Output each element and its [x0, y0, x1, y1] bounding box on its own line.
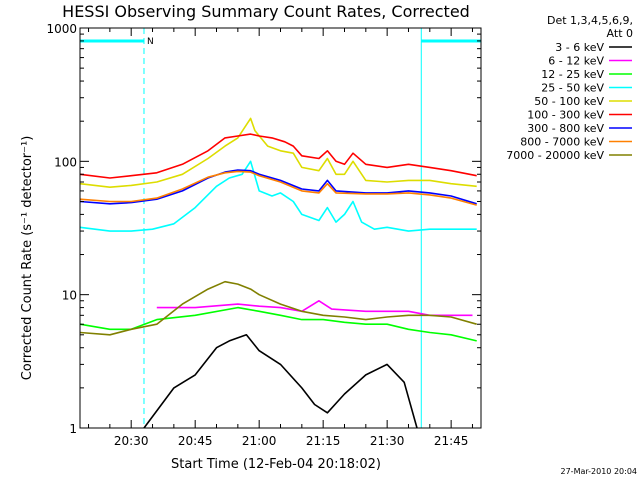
plot-frame: 1 10 100 1000 20:30 20:45 21:00 21:15 21:30 21:45 — [46, 22, 482, 448]
series-line-8 — [79, 280, 477, 336]
series-line-5 — [79, 133, 477, 179]
legend-label-6: 300 - 800 keV — [527, 122, 604, 135]
footer-timestamp: 27-Mar-2010 20:04 — [561, 467, 638, 476]
legend-label-1: 6 - 12 keV — [548, 55, 604, 68]
y-tick-label-0: 1 — [69, 422, 77, 436]
y-tick-label-3: 1000 — [46, 22, 77, 36]
legend-header-line-2: Att 0 — [607, 27, 633, 40]
x-tick-label-3: 21:15 — [306, 434, 341, 448]
y-axis-label: Corrected Count Rate (s⁻¹ detector⁻¹) — [20, 136, 35, 381]
x-tick-label-1: 20:45 — [178, 434, 213, 448]
series-line-2 — [79, 306, 477, 342]
series-line-6 — [79, 169, 477, 205]
x-tick-label-0: 20:30 — [114, 434, 149, 448]
series-line-7 — [79, 170, 477, 206]
x-tick-label-2: 21:00 — [242, 434, 277, 448]
legend-label-3: 25 - 50 keV — [541, 82, 604, 95]
legend-label-5: 100 - 300 keV — [527, 109, 604, 122]
annotation-n: N — [147, 37, 154, 47]
plot-area: N — [79, 28, 482, 429]
series-line-4 — [79, 117, 477, 188]
series-line-3 — [79, 160, 477, 232]
legend-label-7: 800 - 7000 keV — [520, 136, 604, 149]
legend-label-4: 50 - 100 keV — [534, 95, 604, 108]
legend-label-0: 3 - 6 keV — [555, 41, 604, 54]
legend-label-2: 12 - 25 keV — [541, 68, 604, 81]
x-tick-label-5: 21:45 — [434, 434, 469, 448]
x-axis-label: Start Time (12-Feb-04 20:18:02) — [171, 457, 381, 472]
series-line-0 — [143, 333, 418, 429]
y-tick-label-1: 10 — [62, 289, 77, 303]
y-tick-label-2: 100 — [54, 155, 77, 169]
legend-header-line-1: Det 1,3,4,5,6,9, — [547, 14, 633, 27]
legend-label-8: 7000 - 20000 keV — [506, 149, 604, 162]
chart-title: HESSI Observing Summary Count Rates, Cor… — [62, 2, 470, 21]
x-tick-label-4: 21:30 — [370, 434, 405, 448]
